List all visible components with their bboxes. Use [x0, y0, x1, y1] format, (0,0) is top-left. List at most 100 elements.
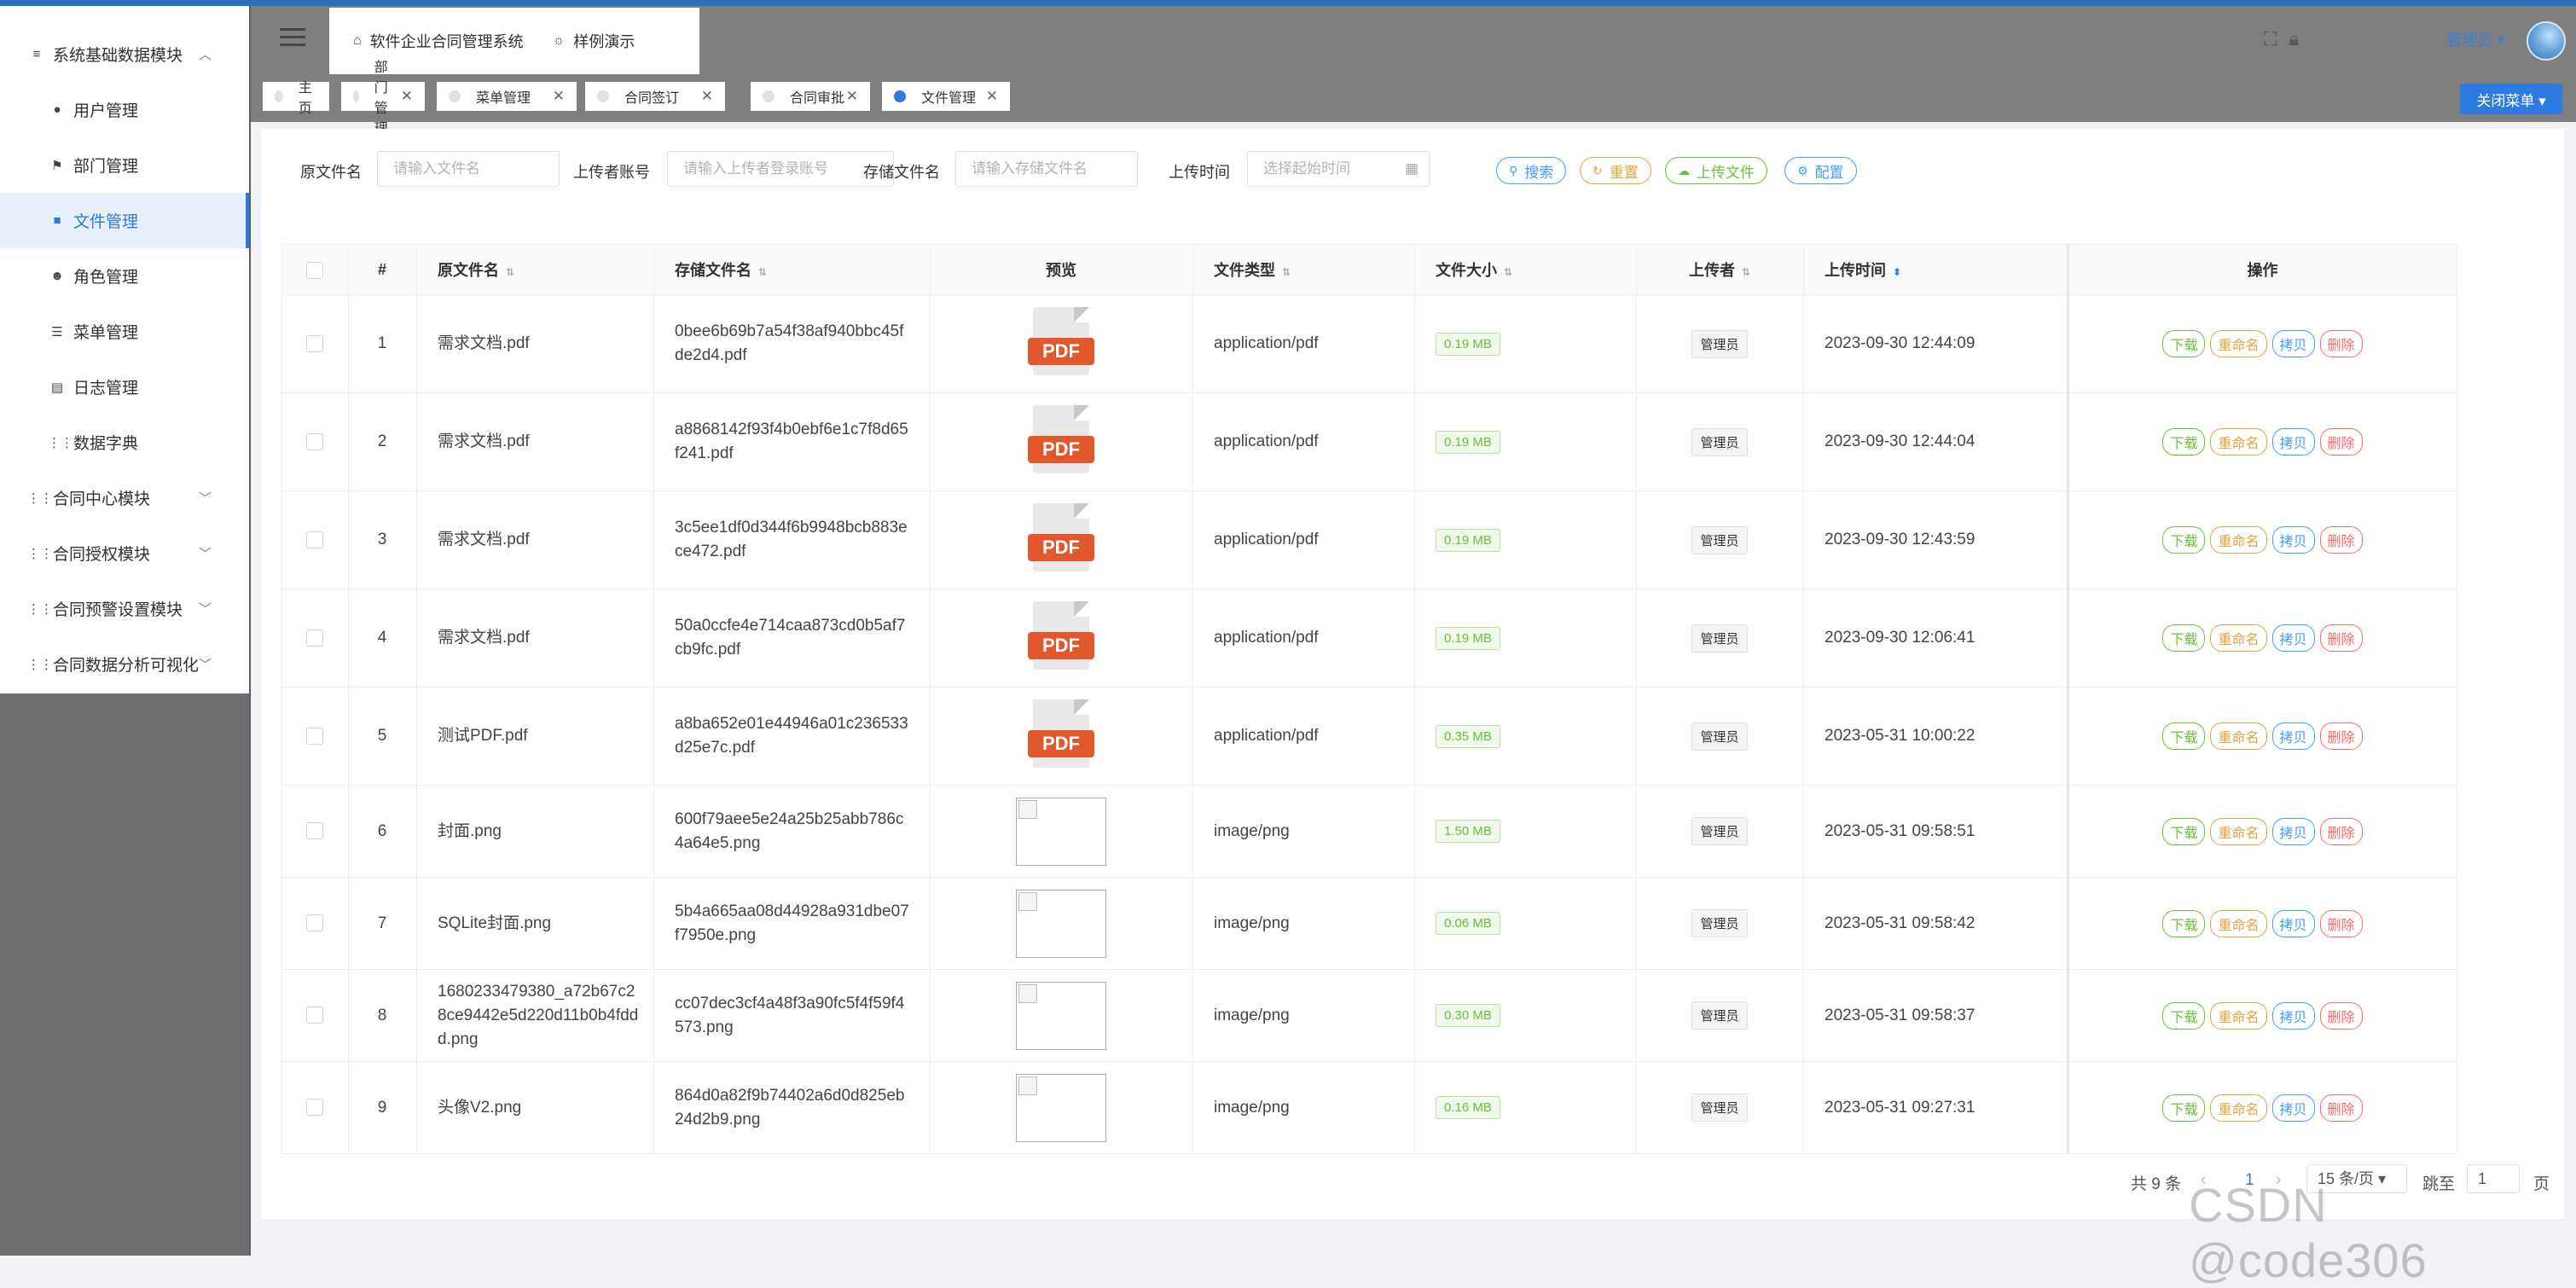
upload-time-picker[interactable]: 选择起始时间 ▦	[1247, 151, 1430, 187]
col-orig-name[interactable]: 原文件名 ⇅	[416, 244, 654, 295]
sidebar-item-11[interactable]: ⋮⋮ 合同数据分析可视化 ﹀	[0, 636, 249, 692]
copy-button[interactable]: 拷贝	[2271, 1094, 2315, 1122]
image-thumbnail[interactable]	[1016, 797, 1106, 866]
chevron-down-icon[interactable]: ﹀	[198, 547, 212, 561]
delete-button[interactable]: 删除	[2319, 624, 2363, 652]
pdf-file-icon[interactable]: PDF	[1028, 503, 1094, 571]
next-page-icon[interactable]: ›	[2276, 1171, 2282, 1189]
pager-current-page[interactable]: 1	[2245, 1171, 2254, 1189]
col-type[interactable]: 文件类型 ⇅	[1192, 244, 1415, 295]
delete-button[interactable]: 删除	[2319, 330, 2363, 357]
download-button[interactable]: 下载	[2162, 624, 2206, 652]
copy-button[interactable]: 拷贝	[2271, 526, 2315, 554]
row-checkbox[interactable]	[281, 490, 349, 589]
chevron-down-icon[interactable]: ﹀	[198, 491, 212, 506]
avatar[interactable]	[2527, 21, 2566, 61]
copy-button[interactable]: 拷贝	[2271, 909, 2315, 937]
copy-button[interactable]: 拷贝	[2271, 1001, 2315, 1030]
delete-button[interactable]: 删除	[2319, 526, 2363, 554]
rename-button[interactable]: 重命名	[2210, 722, 2267, 750]
download-button[interactable]: 下载	[2162, 817, 2206, 845]
delete-button[interactable]: 删除	[2319, 1094, 2363, 1122]
pdf-file-icon[interactable]: PDF	[1028, 699, 1094, 768]
row-checkbox[interactable]	[281, 589, 349, 688]
lock-icon[interactable]: 🔒︎	[2289, 28, 2300, 49]
copy-button[interactable]: 拷贝	[2271, 624, 2315, 652]
tab-0[interactable]: 主页	[263, 81, 329, 116]
sidebar-item-9[interactable]: ⋮⋮ 合同授权模块 ﹀	[0, 525, 249, 581]
sidebar-item-1[interactable]: ● 用户管理	[0, 82, 249, 137]
uploader-input[interactable]: 请输入上传者登录账号	[667, 151, 894, 187]
close-icon[interactable]: ✕	[985, 88, 998, 104]
download-button[interactable]: 下载	[2162, 428, 2206, 455]
orig-name-input[interactable]: 请输入文件名	[377, 151, 560, 187]
image-thumbnail[interactable]	[1016, 1073, 1106, 1142]
download-button[interactable]: 下载	[2162, 909, 2206, 937]
row-checkbox[interactable]	[281, 687, 349, 786]
copy-button[interactable]: 拷贝	[2271, 428, 2315, 455]
sidebar-item-2[interactable]: ⚑ 部门管理	[0, 137, 249, 193]
delete-button[interactable]: 删除	[2319, 817, 2363, 845]
close-icon[interactable]: ✕	[552, 88, 565, 104]
close-icon[interactable]: ✕	[700, 88, 713, 104]
copy-button[interactable]: 拷贝	[2271, 722, 2315, 750]
chevron-up-icon[interactable]: ︿	[198, 48, 212, 62]
pdf-file-icon[interactable]: PDF	[1028, 405, 1094, 473]
image-thumbnail[interactable]	[1016, 981, 1106, 1050]
sort-icon[interactable]: ⇅	[1741, 266, 1751, 278]
reset-button[interactable]: ↻ 重置	[1580, 157, 1651, 184]
col-store-name[interactable]: 存储文件名 ⇅	[653, 244, 931, 295]
rename-button[interactable]: 重命名	[2210, 1094, 2267, 1122]
sidebar-item-7[interactable]: ⋮⋮ 数据字典	[0, 415, 249, 470]
search-button[interactable]: ⚲ 搜索	[1496, 157, 1567, 184]
copy-button[interactable]: 拷贝	[2271, 330, 2315, 357]
rename-button[interactable]: 重命名	[2210, 330, 2267, 357]
goto-page-input[interactable]: 1	[2467, 1164, 2520, 1193]
chevron-down-icon[interactable]: ﹀	[198, 602, 212, 617]
row-checkbox[interactable]	[281, 969, 349, 1062]
col-uploader[interactable]: 上传者 ⇅	[1636, 244, 1804, 295]
row-checkbox[interactable]	[281, 294, 349, 393]
download-button[interactable]: 下载	[2162, 1001, 2206, 1030]
copy-button[interactable]: 拷贝	[2271, 817, 2315, 845]
row-checkbox[interactable]	[281, 785, 349, 878]
tab-4[interactable]: 合同审批 ✕	[751, 82, 870, 111]
download-button[interactable]: 下载	[2162, 330, 2206, 357]
delete-button[interactable]: 删除	[2319, 428, 2363, 455]
sidebar-item-6[interactable]: ▤ 日志管理	[0, 359, 249, 415]
sidebar-item-8[interactable]: ⋮⋮ 合同中心模块 ﹀	[0, 470, 249, 525]
close-menu-button[interactable]: 关闭菜单 ▾	[2460, 84, 2562, 114]
hamburger-menu-icon[interactable]	[280, 28, 305, 49]
rename-button[interactable]: 重命名	[2210, 1001, 2267, 1030]
user-menu[interactable]: 管理员 ▾	[2446, 32, 2505, 49]
rename-button[interactable]: 重命名	[2210, 526, 2267, 554]
tab-2[interactable]: 菜单管理 ✕	[437, 82, 577, 111]
tab-1[interactable]: 部门管理 ✕	[341, 61, 425, 136]
sidebar-item-4[interactable]: ☻ 角色管理	[0, 248, 249, 304]
close-icon[interactable]: ✕	[400, 88, 413, 104]
sort-icon[interactable]: ⇅	[506, 266, 515, 278]
pdf-file-icon[interactable]: PDF	[1028, 307, 1094, 375]
rename-button[interactable]: 重命名	[2210, 817, 2267, 845]
sort-icon[interactable]: ⇅	[1504, 266, 1513, 278]
pdf-file-icon[interactable]: PDF	[1028, 601, 1094, 670]
tab-5[interactable]: 文件管理 ✕	[882, 82, 1010, 111]
sidebar-item-3[interactable]: ■ 文件管理	[0, 193, 249, 248]
row-checkbox[interactable]	[281, 877, 349, 970]
delete-button[interactable]: 删除	[2319, 722, 2363, 750]
col-size[interactable]: 文件大小 ⇅	[1414, 244, 1637, 295]
delete-button[interactable]: 删除	[2319, 1001, 2363, 1030]
page-size-select[interactable]: 15 条/页 ▾	[2306, 1164, 2407, 1193]
select-all-checkbox[interactable]	[281, 244, 349, 295]
breadcrumb-demo[interactable]: ☼ 样例演示	[553, 30, 635, 52]
sidebar-item-0[interactable]: ≡ 系统基础数据模块 ︿	[0, 26, 249, 82]
chevron-down-icon[interactable]: ﹀	[198, 658, 212, 672]
download-button[interactable]: 下载	[2162, 722, 2206, 750]
download-button[interactable]: 下载	[2162, 1094, 2206, 1122]
store-name-input[interactable]: 请输入存储文件名	[955, 151, 1138, 187]
delete-button[interactable]: 删除	[2319, 909, 2363, 937]
rename-button[interactable]: 重命名	[2210, 428, 2267, 455]
config-button[interactable]: ⚙ 配置	[1784, 157, 1857, 184]
image-thumbnail[interactable]	[1016, 889, 1106, 958]
breadcrumb-home[interactable]: ⌂ 软件企业合同管理系统	[353, 30, 524, 52]
